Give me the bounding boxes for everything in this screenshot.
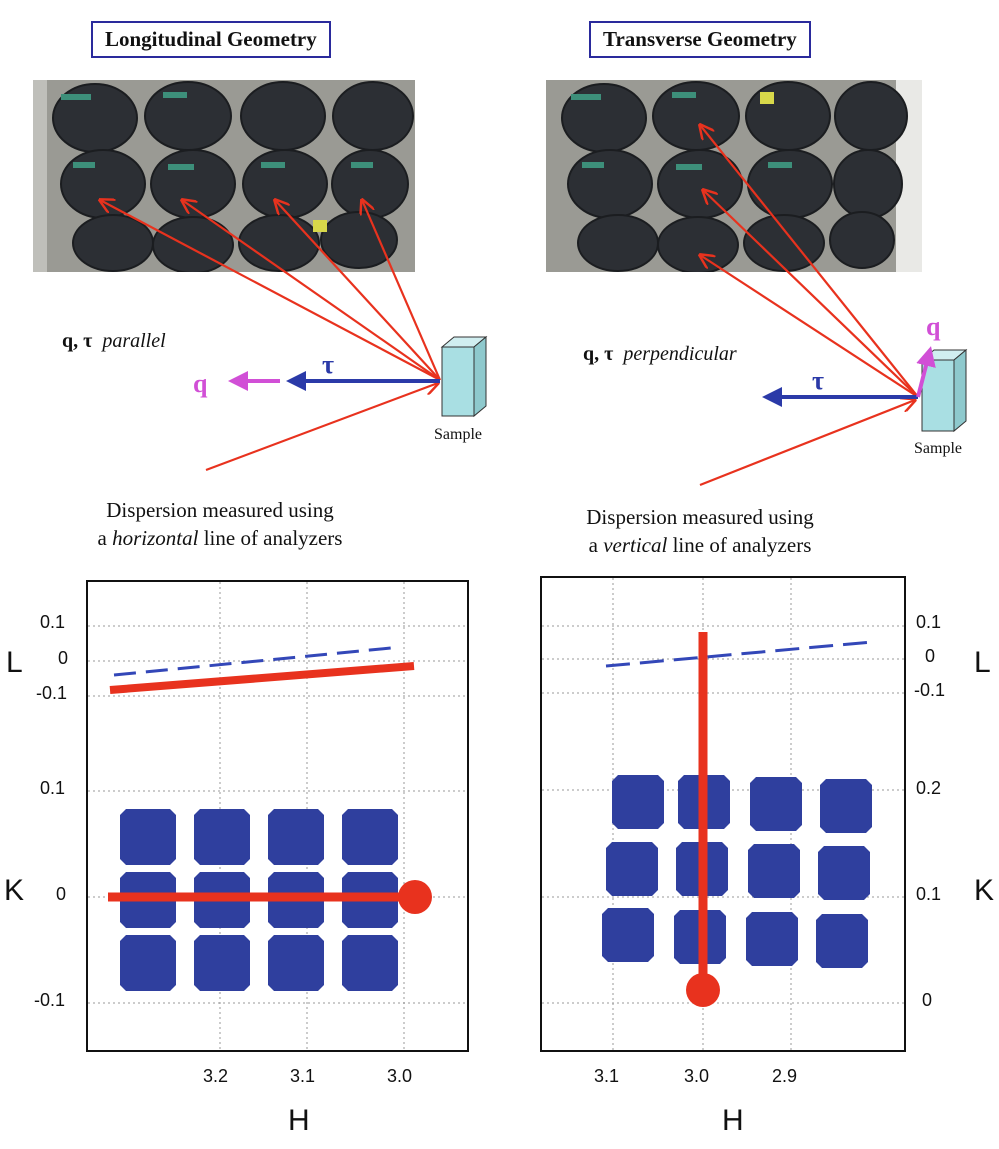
left-H-tick: 3.1 — [290, 1066, 316, 1086]
left-plot-frame — [86, 580, 469, 1052]
left-analyzer — [268, 809, 324, 865]
right-analyzer — [612, 775, 664, 829]
right-geometry-title: Transverse Geometry — [589, 21, 811, 58]
right-L-tick: 0 — [925, 646, 936, 666]
left-sample-label: Sample — [434, 426, 482, 443]
left-analyzer — [120, 809, 176, 865]
left-L-tick: 0.1 — [40, 612, 66, 632]
left-L-axis-label: L — [6, 646, 23, 679]
right-analyzer — [602, 908, 654, 962]
right-caption-line1: Dispersion measured using — [586, 505, 814, 529]
right-K-axis-label: K — [974, 874, 995, 907]
right-tau-label: τ — [812, 366, 824, 395]
right-analyzer-photo — [546, 80, 922, 272]
right-H-tick: 2.9 — [772, 1066, 798, 1086]
left-L-tick: 0 — [58, 648, 69, 668]
right-q-label: q — [926, 312, 941, 341]
right-analyzer — [748, 844, 800, 898]
left-H-tick: 3.2 — [203, 1066, 229, 1086]
left-analyzer-array — [33, 80, 415, 272]
right-analyzer-grid — [602, 775, 872, 968]
left-plot-svg — [88, 582, 467, 1050]
left-H-tick: 3.0 — [387, 1066, 413, 1086]
left-analyzer — [120, 935, 176, 991]
left-H-axis-label: H — [288, 1104, 310, 1137]
left-relation-label: q, τ parallel — [62, 330, 166, 352]
left-K-tick: -0.1 — [34, 990, 66, 1010]
left-analyzer — [194, 809, 250, 865]
left-analyzer — [342, 935, 398, 991]
right-H-tick: 3.0 — [684, 1066, 710, 1086]
left-K-tick: 0 — [56, 884, 67, 904]
left-geometry-title: Longitudinal Geometry — [91, 21, 331, 58]
left-K-tick: 0.1 — [40, 778, 66, 798]
right-sample-label: Sample — [914, 440, 962, 457]
right-L-axis-label: L — [974, 646, 991, 679]
left-analyzer — [342, 809, 398, 865]
right-analyzer — [746, 912, 798, 966]
right-plot-svg — [542, 578, 904, 1050]
left-analyzer — [268, 935, 324, 991]
right-sample-box — [920, 348, 968, 433]
left-caption: Dispersion measured using a horizontal l… — [60, 496, 380, 552]
right-analyzer — [606, 842, 658, 896]
right-plot-frame — [540, 576, 906, 1052]
left-caption-line1: Dispersion measured using — [106, 498, 334, 522]
left-scan-line-L — [109, 662, 415, 694]
left-L-tick: -0.1 — [36, 683, 68, 703]
right-scan-point — [686, 973, 720, 1007]
left-caption-line2: a horizontal line of analyzers — [97, 526, 343, 550]
right-L-tick: -0.1 — [914, 680, 946, 700]
left-scan-point — [398, 880, 432, 914]
left-dashed-trajectory — [113, 646, 392, 677]
right-caption: Dispersion measured using a vertical lin… — [540, 503, 860, 559]
right-K-tick: 0.1 — [916, 884, 942, 904]
right-caption-line2: a vertical line of analyzers — [588, 533, 812, 557]
right-relation-label: q, τ perpendicular — [583, 343, 737, 365]
left-analyzer — [194, 935, 250, 991]
right-analyzer — [818, 846, 870, 900]
right-analyzer — [816, 914, 868, 968]
right-analyzer — [750, 777, 802, 831]
right-H-tick: 3.1 — [594, 1066, 620, 1086]
right-K-tick: 0.2 — [916, 778, 942, 798]
right-q-arrow — [916, 346, 936, 398]
left-K-axis-label: K — [4, 874, 25, 907]
right-K-tick: 0 — [922, 990, 933, 1010]
right-analyzer — [820, 779, 872, 833]
right-L-tick: 0.1 — [916, 612, 942, 632]
left-analyzer-photo — [33, 80, 415, 272]
right-H-axis-label: H — [722, 1104, 744, 1137]
left-tau-label: τ — [322, 350, 334, 379]
right-analyzer-array — [546, 80, 922, 272]
right-dashed-trajectory — [605, 640, 873, 668]
left-q-label: q — [193, 369, 208, 398]
sample-box — [440, 335, 488, 418]
